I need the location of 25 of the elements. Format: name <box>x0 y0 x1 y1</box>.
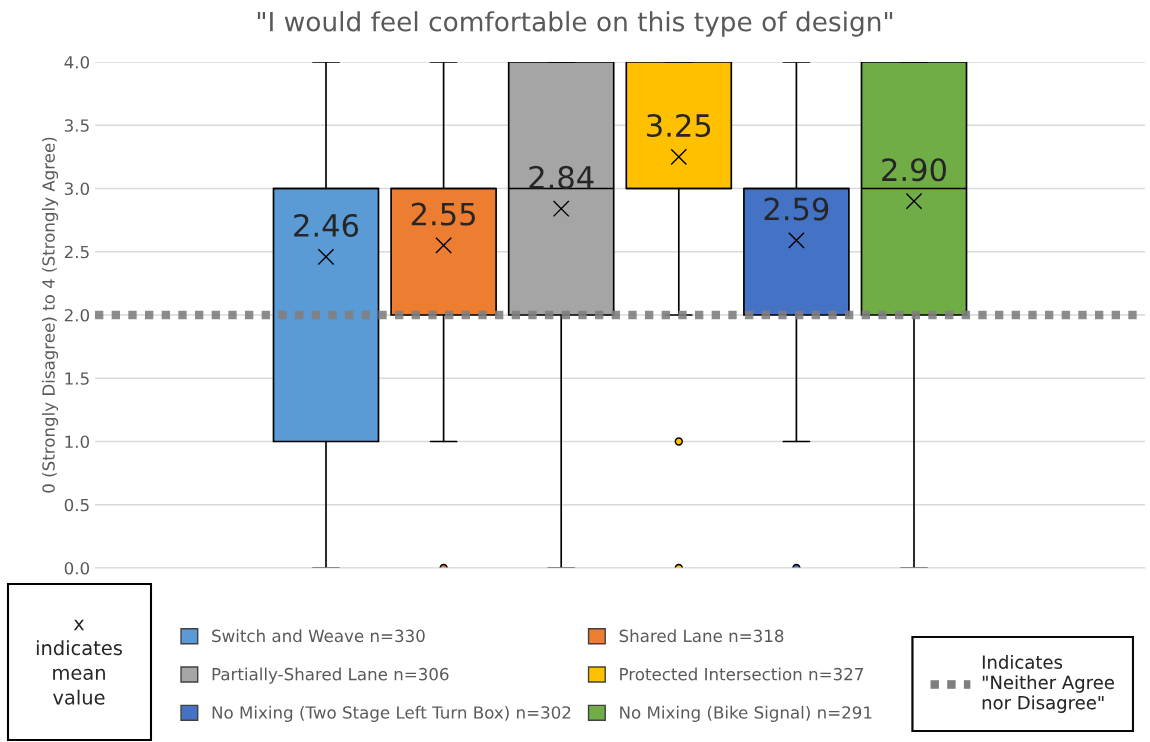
text: 2.59 <box>764 197 829 221</box>
legend-label: Switch and Weave n=330 <box>212 629 425 643</box>
text: 2.46 <box>294 213 359 237</box>
legend-label: Partially-Shared Lane n=306 <box>212 667 449 684</box>
y-tick-label: 2.0 <box>64 308 90 322</box>
y-tick-label: 4.0 <box>64 55 90 69</box>
y-tick-label: 2.5 <box>64 245 89 259</box>
y-axis-title: 0 (Strongly Disagree) to 4 (Strongly Agree) <box>41 137 59 493</box>
y-tick-label: 1.0 <box>65 435 90 449</box>
text: 2.90 <box>882 158 946 182</box>
y-tick-label: 0.5 <box>64 498 89 512</box>
text: x indicates mean value <box>36 619 122 705</box>
y-tick-label: 3.5 <box>64 119 89 132</box>
text: 3.25 <box>647 113 711 138</box>
text: 2.55 <box>411 202 475 226</box>
y-tick-label: 3.0 <box>64 182 90 196</box>
legend-label: No Mixing (Bike Signal) n=291 <box>620 705 872 722</box>
y-tick-label: 0.0 <box>64 561 90 575</box>
legend-label: Shared Lane n=318 <box>619 629 784 643</box>
chart-title: "I would feel comfortable on this type of design" <box>257 11 893 37</box>
legend-label: No Mixing (Two Stage Left Turn Box) n=302 <box>212 705 571 722</box>
legend-label: Protected Intersection n=327 <box>620 667 863 681</box>
text: 2.84 <box>529 165 594 189</box>
legend-label: Indicates "Neither Agree nor Disagree" <box>982 655 1114 713</box>
y-tick-label: 1.5 <box>65 372 89 385</box>
